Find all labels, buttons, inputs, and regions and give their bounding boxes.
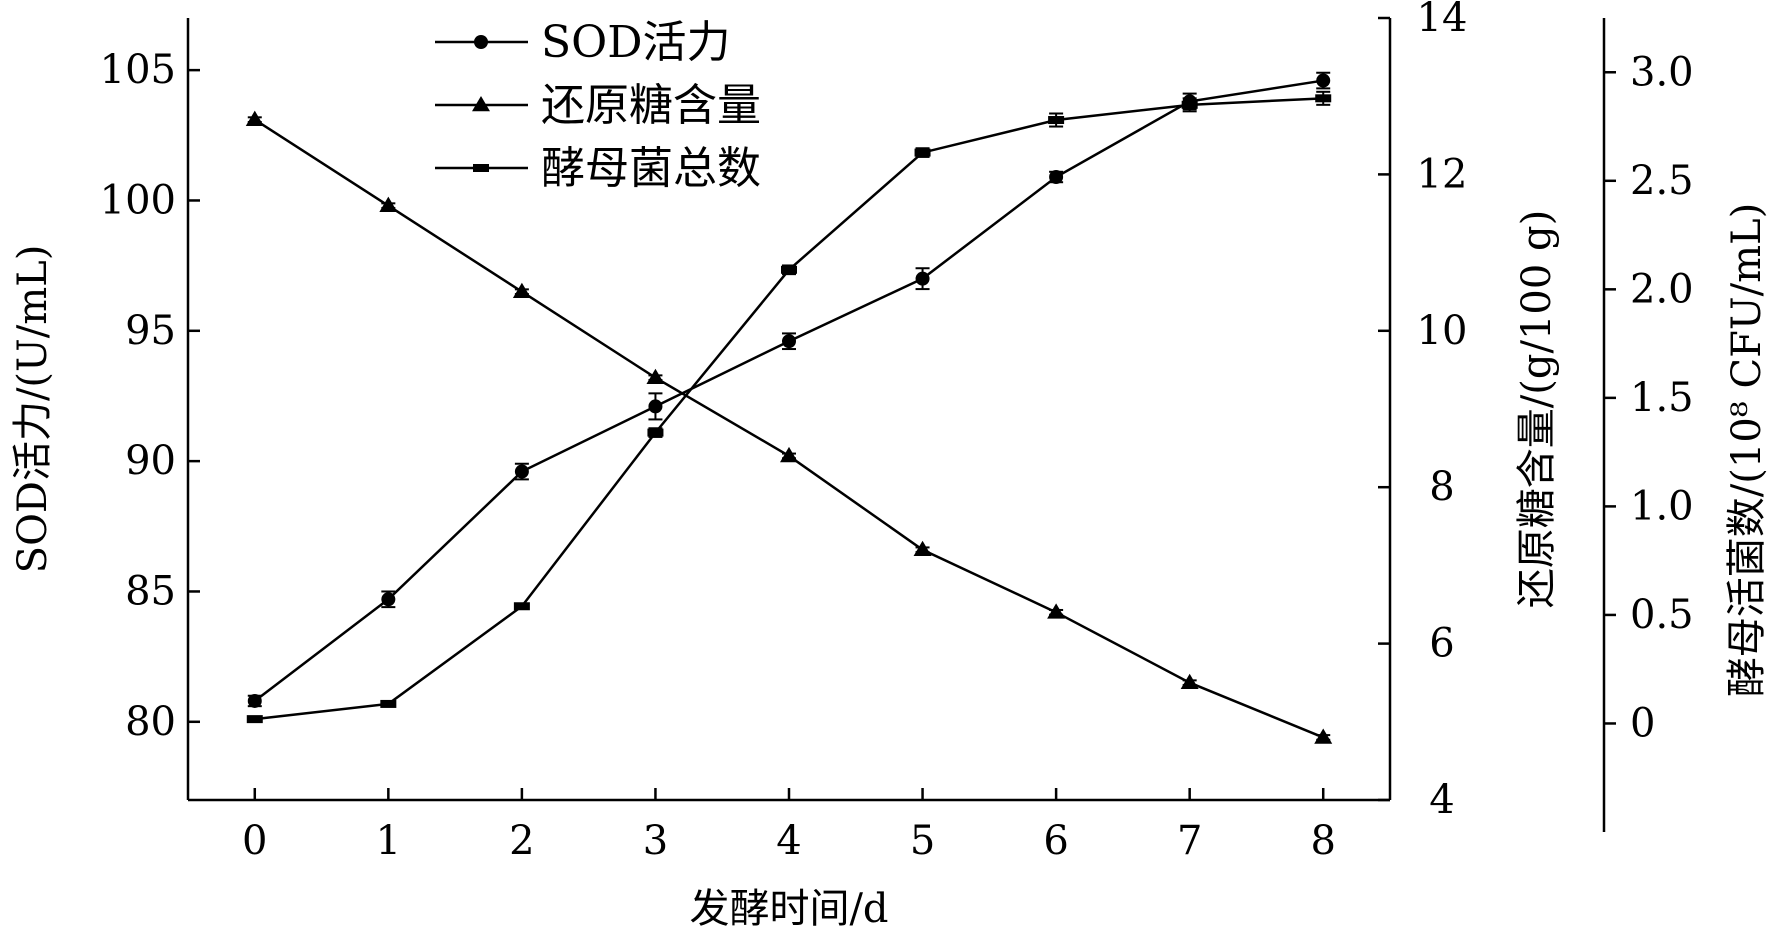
- yeast-point: [1315, 94, 1332, 103]
- yeast-tick-label: 2.0: [1630, 266, 1694, 312]
- sugar-point: [1180, 673, 1199, 689]
- x-axis-title: 发酵时间/d: [689, 886, 888, 932]
- sugar-point: [913, 540, 932, 557]
- ticks: 0 1 2 3 4 5 6 7 88085909510010546810121400.51.01…: [100, 0, 1694, 864]
- sugar-point: [379, 196, 398, 212]
- series: [245, 71, 1333, 744]
- x-tick-label: 7: [1177, 818, 1202, 864]
- x-tick-label: 5: [910, 818, 935, 864]
- yeast-point: [246, 715, 263, 724]
- legend-marker: [474, 35, 488, 49]
- x-tick-label: 6: [1043, 818, 1068, 864]
- left-tick-label: 95: [125, 308, 176, 354]
- x-tick-label: 0: [242, 818, 267, 864]
- sod-point: [1049, 170, 1064, 185]
- sod-point: [514, 464, 529, 479]
- sod-point: [1316, 73, 1331, 88]
- legend-marker: [473, 164, 489, 172]
- legend-label: SOD活力: [541, 17, 731, 68]
- sugar-line: [254, 118, 1324, 739]
- sod-point: [648, 399, 663, 414]
- x-tick-label: 1: [376, 818, 401, 864]
- x-tick-label: 3: [643, 818, 668, 864]
- yeast-point: [914, 148, 931, 157]
- sugar-tick-label: 14: [1417, 0, 1468, 41]
- yeast-tick-label: 3.0: [1630, 49, 1694, 95]
- left-tick-label: 90: [125, 438, 176, 484]
- sod-point: [915, 271, 930, 286]
- yeast-tick-label: 0.5: [1630, 592, 1694, 638]
- axes: [186, 18, 1606, 832]
- left-tick-label: 105: [100, 47, 176, 93]
- legend-marker: [472, 96, 490, 112]
- yeast-line: [254, 97, 1324, 721]
- yeast-point: [1048, 116, 1065, 125]
- left-tick-label: 100: [100, 177, 176, 223]
- yeast-point: [647, 428, 664, 437]
- x-tick-label: 4: [776, 818, 801, 864]
- series-sod: [247, 71, 1331, 708]
- sugar-tick-label: 8: [1429, 464, 1454, 510]
- sugar-tick-label: 10: [1417, 308, 1468, 354]
- sugar-tick-label: 4: [1429, 777, 1454, 823]
- sod-point: [381, 592, 396, 607]
- yeast-tick-label: 1.0: [1630, 483, 1694, 529]
- sod-line: [254, 79, 1324, 702]
- yeast-tick-label: 0: [1630, 700, 1655, 746]
- yeast-point: [380, 699, 397, 708]
- left-axis-title: SOD活力/(U/mL): [10, 245, 56, 574]
- legend-item-sod: SOD活力: [435, 17, 731, 68]
- yeast-point: [781, 265, 797, 274]
- left-tick-label: 80: [125, 699, 176, 745]
- right-axis-title-yeast: 酵母活菌数/(10⁸ CFU/mL): [1724, 203, 1770, 697]
- legend-item-sugar: 还原糖含量: [435, 80, 761, 131]
- yeast-point: [513, 602, 530, 611]
- yeast-point: [1181, 100, 1198, 109]
- sugar-point: [1314, 728, 1333, 744]
- sod-point: [247, 693, 262, 708]
- x-tick-label: 2: [509, 818, 534, 864]
- legend-item-yeast: 酵母菌总数: [435, 143, 761, 194]
- sugar-point: [646, 368, 665, 385]
- sugar-point: [512, 282, 531, 298]
- legend-label: 酵母菌总数: [541, 143, 761, 194]
- yeast-tick-label: 1.5: [1630, 375, 1694, 421]
- left-tick-label: 85: [125, 568, 176, 614]
- sod-point: [782, 334, 796, 349]
- sugar-point: [1047, 603, 1066, 619]
- sugar-point: [245, 110, 264, 126]
- sugar-point: [780, 446, 798, 463]
- series-sugar: [245, 110, 1333, 744]
- yeast-tick-label: 2.5: [1630, 158, 1694, 204]
- sugar-tick-label: 6: [1429, 621, 1454, 667]
- legend-label: 还原糖含量: [541, 80, 761, 131]
- sugar-tick-label: 12: [1417, 151, 1468, 197]
- series-yeast: [246, 90, 1332, 724]
- x-tick-label: 8: [1310, 818, 1335, 864]
- right-axis-title-sugar: 还原糖含量/(g/100 g): [1514, 210, 1560, 608]
